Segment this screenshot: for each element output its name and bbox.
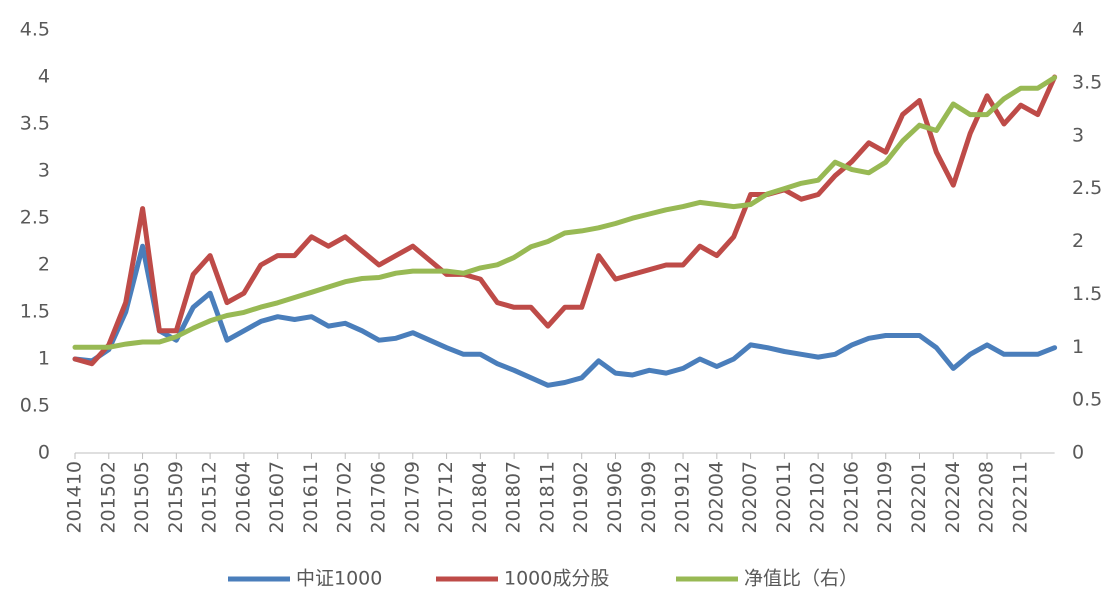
x-tick-label: 201912 [672, 461, 694, 534]
y2-tick-label: 3 [1072, 124, 1084, 146]
x-tick-label: 201611 [300, 461, 322, 534]
y-tick-label: 4 [38, 66, 50, 88]
x-tick-label: 202109 [874, 461, 896, 534]
x-tick-label: 201410 [64, 461, 86, 534]
x-tick-label: 201709 [401, 461, 423, 534]
x-tick-label: 202106 [840, 461, 862, 534]
y-tick-label: 2.5 [20, 207, 50, 229]
series-line [72, 74, 1058, 367]
y-tick-label: 0.5 [20, 395, 50, 417]
x-tick-label: 201804 [469, 461, 491, 534]
x-tick-label: 201909 [638, 461, 660, 534]
y2-tick-label: 4 [1072, 19, 1084, 41]
y-tick-label: 3.5 [20, 113, 50, 135]
x-tick-label: 202208 [976, 461, 998, 534]
x-tick-label: 202201 [908, 461, 930, 534]
y-tick-label: 4.5 [20, 19, 50, 41]
y2-tick-label: 1.5 [1072, 283, 1102, 305]
y2-tick-label: 2 [1072, 230, 1084, 252]
x-tick-label: 202004 [705, 461, 727, 534]
x-tick-label: 202204 [942, 461, 964, 534]
series-line [72, 75, 1058, 350]
y-tick-label: 1 [38, 348, 50, 370]
y2-tick-label: 3.5 [1072, 71, 1102, 93]
x-tick-label: 201811 [536, 461, 558, 534]
legend-label: 净值比（右） [744, 568, 858, 590]
x-tick-label: 201906 [604, 461, 626, 534]
y-tick-label: 2 [38, 254, 50, 276]
y2-tick-label: 0.5 [1072, 389, 1102, 411]
x-tick-label: 201902 [570, 461, 592, 534]
y-tick-label: 1.5 [20, 301, 50, 323]
x-tick-label: 201702 [334, 461, 356, 534]
y2-tick-label: 0 [1072, 442, 1084, 464]
x-tick-label: 202102 [807, 461, 829, 534]
x-tick-label: 201512 [199, 461, 221, 534]
x-tick-label: 201505 [131, 461, 153, 534]
x-tick-label: 201807 [503, 461, 525, 534]
y2-tick-label: 2.5 [1072, 177, 1102, 199]
x-tick-label: 202211 [1009, 461, 1031, 534]
legend-label: 1000成分股 [504, 568, 609, 590]
y-tick-label: 0 [38, 442, 50, 464]
y-tick-label: 3 [38, 160, 50, 182]
x-tick-label: 201502 [97, 461, 119, 534]
x-tick-label: 201509 [165, 461, 187, 534]
series-line [72, 243, 1058, 388]
x-tick-label: 202007 [739, 461, 761, 534]
y2-tick-label: 1 [1072, 336, 1084, 358]
x-tick-label: 201706 [368, 461, 390, 534]
x-tick-label: 201604 [232, 461, 254, 534]
x-tick-label: 201712 [435, 461, 457, 534]
x-tick-label: 201607 [266, 461, 288, 534]
legend-label: 中证1000 [296, 568, 382, 590]
x-tick-label: 202011 [773, 461, 795, 534]
